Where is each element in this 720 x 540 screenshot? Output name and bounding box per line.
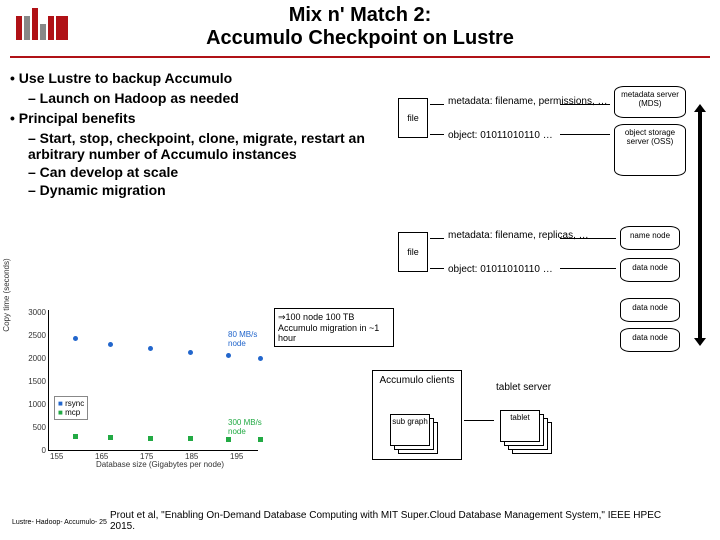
legend-mcp: ■ mcp [58, 408, 84, 417]
bullet-2: • Principal benefits [10, 110, 370, 126]
y-axis [48, 310, 49, 450]
file-box-bottom: file [398, 232, 428, 272]
tablet-card [504, 414, 544, 446]
accumulo-clients-box: Accumulo clients [372, 370, 462, 460]
x-axis-label: Database size (Gigabytes per node) [80, 460, 240, 469]
slide-title: Mix n' Match 2: Accumulo Checkpoint on L… [0, 0, 720, 52]
citation: Prout et al, "Enabling On-Demand Databas… [110, 510, 670, 532]
bullet-list: • Use Lustre to backup Accumulo – Launch… [10, 70, 370, 198]
arrow [430, 268, 444, 269]
arrow [430, 238, 444, 239]
tablet-card: tablet [500, 410, 540, 442]
bullet-2-sub-2: – Can develop at scale [28, 164, 370, 180]
legend-rsync: ■ rsync [58, 399, 84, 408]
rate-label-1: 80 MB/s node [228, 330, 268, 348]
y-axis-label: Copy time (seconds) [2, 240, 11, 350]
bullet-1-sub: – Launch on Hadoop as needed [28, 90, 370, 106]
tablet-server-label: tablet server [496, 382, 551, 393]
bullet-1: • Use Lustre to backup Accumulo [10, 70, 370, 86]
chart-legend: ■ rsync ■ mcp [54, 396, 88, 420]
accumulo-clients-label: Accumulo clients [379, 375, 454, 386]
x-axis [48, 450, 258, 451]
arrow [464, 420, 494, 421]
data-node-cyl-3: data node [620, 328, 680, 352]
subgraph-stack: sub graph [390, 414, 438, 454]
bullet-2-sub-3: – Dynamic migration [28, 182, 370, 198]
bullet-2-sub-1: – Start, stop, checkpoint, clone, migrat… [28, 130, 370, 162]
page-footer: Lustre- Hadoop- Accumulo- 25 [12, 519, 107, 526]
subgraph-card [398, 422, 438, 454]
subgraph-card [394, 418, 434, 450]
mit-logo [16, 8, 68, 40]
object-text-2: object: 01011010110 … [448, 264, 553, 275]
title-line-2: Accumulo Checkpoint on Lustre [0, 27, 720, 50]
tablet-card [512, 422, 552, 454]
arrow [560, 238, 616, 239]
subgraph-card: sub graph [390, 414, 430, 446]
copy-time-chart: Copy time (seconds) Database size (Gigab… [10, 300, 260, 470]
title-line-1: Mix n' Match 2: [0, 4, 720, 27]
content-area: • Use Lustre to backup Accumulo – Launch… [0, 58, 720, 198]
tablet-card [508, 418, 548, 450]
arrow [560, 268, 616, 269]
migration-callout: ⇒100 node 100 TB Accumulo migration in ~… [274, 308, 394, 347]
name-node-cyl: name node [620, 226, 680, 250]
data-node-cyl-2: data node [620, 298, 680, 322]
metadata-text-2: metadata: filename, replicas, … [448, 230, 589, 241]
rate-label-2: 300 MB/s node [228, 418, 268, 436]
tablet-stack: tablet [500, 410, 548, 450]
data-node-cyl-1: data node [620, 258, 680, 282]
